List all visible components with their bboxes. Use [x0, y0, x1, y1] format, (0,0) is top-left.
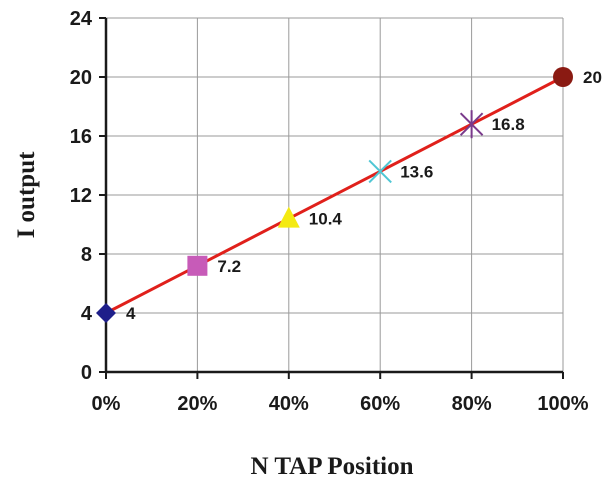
y-axis-title: I output — [13, 151, 40, 239]
data-label: 4 — [126, 304, 136, 323]
y-tick-label: 0 — [81, 362, 92, 384]
grid-lines — [106, 17, 564, 372]
data-label: 10.4 — [309, 210, 343, 229]
y-tick-labels: 0 4 8 12 16 20 24 — [70, 8, 93, 384]
y-tick-label: 16 — [70, 126, 92, 148]
x-marker-stroke — [368, 159, 392, 184]
data-point-triangle-marker — [277, 206, 300, 228]
data-point-diamond-marker — [96, 303, 116, 323]
series-line-group — [105, 75, 564, 315]
y-tick-label: 12 — [70, 185, 92, 207]
x-axis-title: N TAP Position — [251, 453, 414, 480]
x-tick-label: 80% — [452, 393, 492, 415]
y-tick-label: 4 — [81, 303, 93, 325]
data-label: 7.2 — [217, 257, 241, 276]
axes — [99, 17, 564, 379]
series-line — [105, 75, 564, 315]
data-point-star-marker — [459, 110, 484, 139]
data-label: 13.6 — [400, 162, 433, 181]
data-point-square-marker — [187, 255, 208, 276]
data-point-x-marker — [368, 159, 392, 184]
x-tick-labels: 0% 20% 40% 60% 80% 100% — [92, 393, 589, 415]
x-tick-label: 100% — [537, 393, 588, 415]
x-tick-label: 0% — [92, 393, 121, 415]
x-tick-label: 60% — [360, 393, 400, 415]
y-tick-label: 24 — [70, 8, 93, 30]
y-tick-label: 8 — [81, 244, 92, 266]
markers-group — [96, 67, 573, 323]
y-tick-label: 20 — [70, 67, 92, 89]
data-point-circle-marker — [553, 67, 573, 87]
data-label: 20 — [583, 68, 602, 87]
data-label: 16.8 — [492, 115, 525, 134]
data-labels-group: 4 7.2 10.4 13.6 16.8 20 — [126, 68, 602, 323]
x-tick-label: 40% — [269, 393, 309, 415]
x-tick-label: 20% — [177, 393, 217, 415]
